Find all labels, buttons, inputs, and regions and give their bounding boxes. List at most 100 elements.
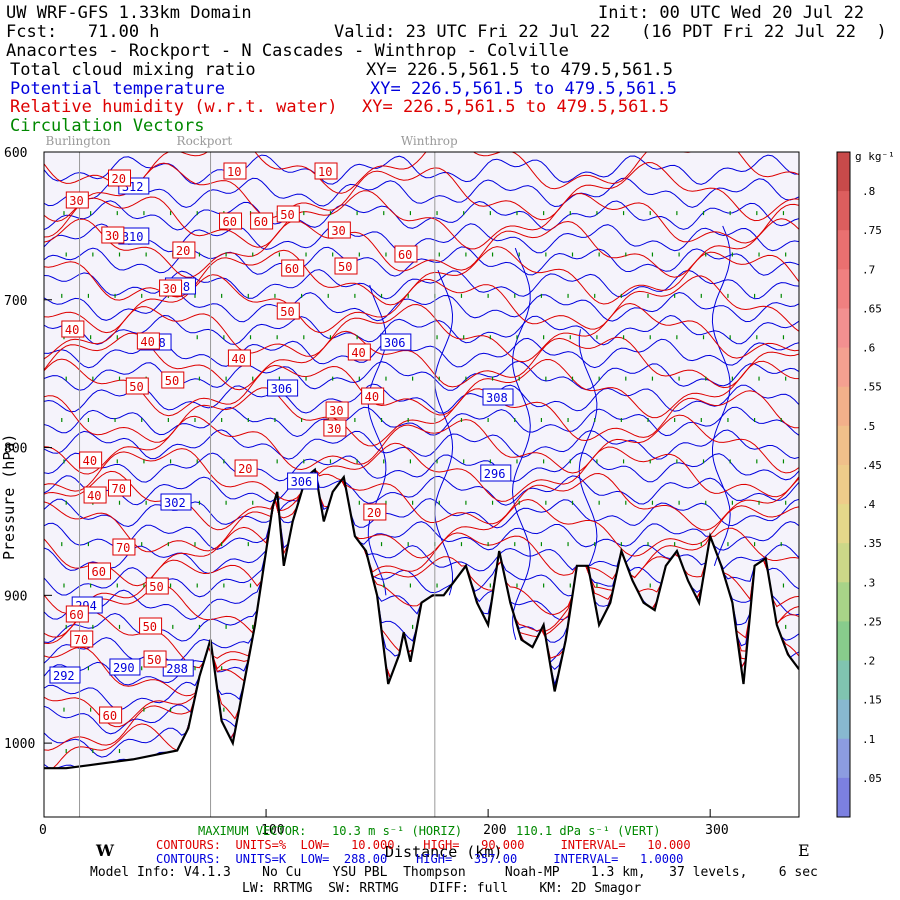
rh-label: 60 — [254, 215, 268, 229]
field-vectors-label: Circulation Vectors — [10, 116, 205, 136]
colorbar-segment — [837, 621, 850, 662]
theta-label: 296 — [484, 467, 506, 481]
colorbar-segment — [837, 230, 850, 270]
rh-label: 60 — [69, 608, 83, 622]
colorbar-segment — [837, 269, 850, 309]
rh-label-box — [363, 503, 387, 521]
colorbar-segment — [837, 152, 850, 192]
theta-contour — [44, 154, 799, 185]
max-vector-label: MAXIMUM VECTOR: — [198, 824, 307, 838]
field-cloud-label: Total cloud mixing ratio — [10, 60, 256, 80]
colorbar-segment — [837, 660, 850, 701]
rh-label: 50 — [280, 208, 294, 222]
rh-label-box — [139, 617, 163, 635]
rh-label: 10 — [227, 165, 241, 179]
field-rh-xy: XY= 226.5,561.5 to 479.5,561.5 — [362, 97, 670, 117]
theta-contour — [434, 270, 454, 596]
theta-contour — [44, 452, 799, 483]
rh-label: 50 — [165, 374, 179, 388]
theta-label: 290 — [113, 661, 135, 675]
field-theta-label: Potential temperature — [10, 79, 225, 99]
rh-label-box — [143, 650, 167, 668]
rh-contour — [44, 468, 799, 587]
rh-label: 60 — [285, 262, 299, 276]
rh-label-box — [112, 538, 136, 556]
rh-label-box — [136, 332, 160, 350]
theta-label: 292 — [53, 669, 75, 683]
rh-label-box — [223, 162, 247, 180]
route-label: Anacortes - Rockport - N Cascades - Wint… — [6, 41, 569, 61]
y-tick-label: 900 — [4, 589, 27, 604]
colorbar-tick-label: .05 — [862, 772, 882, 785]
rh-label-box — [159, 279, 183, 297]
theta-label-box — [482, 388, 514, 406]
rh-label-box — [325, 401, 349, 419]
rh-contour — [44, 161, 799, 222]
init-time: Init: 00 UTC Wed 20 Jul 22 — [598, 3, 865, 23]
place-label: Rockport — [177, 134, 233, 148]
rh-label-box — [314, 162, 338, 180]
rh-contour — [44, 330, 799, 391]
theta-label: 288 — [166, 662, 188, 676]
rh-label-box — [347, 343, 371, 361]
rh-label: 70 — [74, 633, 88, 647]
rh-label: 30 — [329, 404, 343, 418]
rh-label: 50 — [280, 305, 294, 319]
rh-label-box — [125, 377, 149, 395]
rh-label-box — [172, 241, 196, 259]
rh-label-box — [79, 451, 103, 469]
theta-label-box — [162, 659, 194, 677]
x-tick-label: 300 — [705, 823, 728, 838]
colorbar-tick-label: .7 — [862, 263, 875, 276]
rh-label-box — [88, 562, 112, 580]
theta-contour — [44, 468, 799, 551]
rh-label: 30 — [331, 224, 345, 238]
colorbar-segment — [837, 425, 850, 466]
colorbar-segment — [837, 777, 850, 818]
rh-label-box — [281, 259, 305, 277]
rh-label: 50 — [143, 620, 157, 634]
max-vector-vert: 110.1 dPa s⁻¹ (VERT) — [516, 824, 661, 838]
colorbar-segment — [837, 582, 850, 622]
colorbar-segment — [837, 504, 850, 544]
rh-label-box — [234, 459, 258, 477]
rh-label-box — [327, 221, 351, 239]
rh-contour — [44, 302, 799, 363]
model-title: UW WRF-GFS 1.33km Domain — [6, 3, 252, 23]
x-axis-label: Distance (km) — [385, 843, 502, 861]
rh-label: 40 — [351, 346, 365, 360]
theta-label-box — [49, 666, 81, 684]
y-tick-label: 1000 — [4, 737, 35, 752]
y-tick-label: 600 — [4, 146, 27, 161]
colorbar-tick-label: .45 — [862, 459, 882, 472]
rh-label-box — [250, 212, 274, 230]
rh-label-box — [161, 371, 185, 389]
theta-contour — [44, 177, 799, 208]
rh-label: 30 — [69, 194, 83, 208]
place-label: Winthrop — [401, 134, 458, 148]
rh-contour — [44, 358, 799, 419]
colorbar-tick-label: .5 — [862, 420, 875, 433]
rh-contour — [44, 468, 799, 559]
theta-contour — [44, 429, 799, 460]
rh-label-box — [219, 212, 243, 230]
rh-label-box — [65, 191, 89, 209]
field-rh-label: Relative humidity (w.r.t. water) — [10, 97, 338, 117]
rh-label-box — [70, 630, 94, 648]
rh-label-box — [65, 605, 89, 623]
rh-label: 40 — [231, 352, 245, 366]
theta-contour — [44, 406, 799, 438]
colorbar-tick-label: .35 — [862, 537, 882, 550]
rh-label: 60 — [398, 248, 412, 262]
rh-label: 30 — [105, 229, 119, 243]
y-tick-label: 800 — [4, 442, 27, 457]
rh-label: 10 — [318, 165, 332, 179]
model-info: Model Info: V4.1.3 No Cu YSU PBL Thompso… — [90, 865, 818, 880]
rh-label-box — [101, 226, 125, 244]
rh-label: 60 — [92, 565, 106, 579]
rh-label: 20 — [176, 244, 190, 258]
terrain-line — [44, 467, 799, 770]
atmosphere-fill — [44, 152, 799, 769]
theta-contour — [44, 314, 799, 346]
